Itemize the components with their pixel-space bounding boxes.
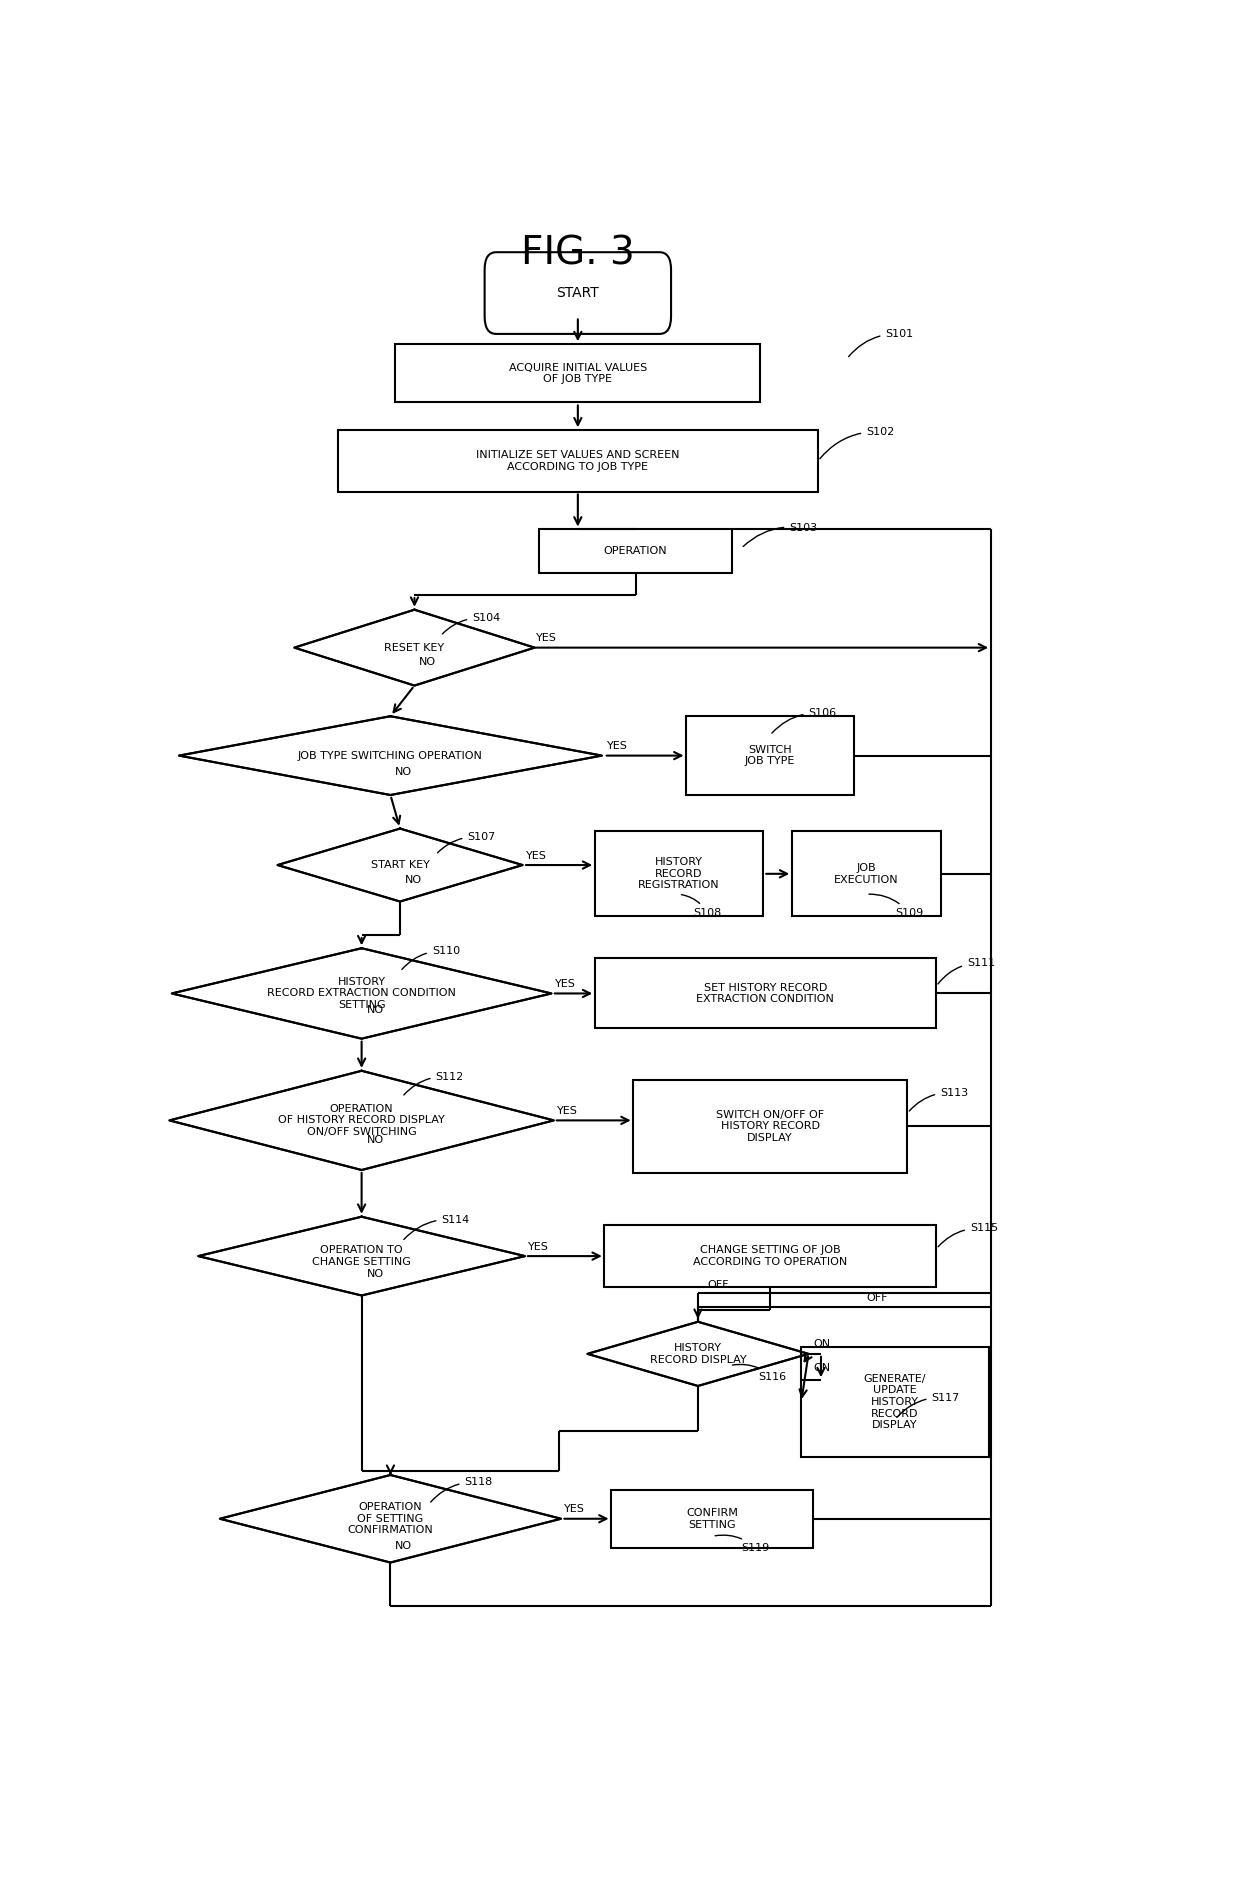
Text: HISTORY
RECORD DISPLAY: HISTORY RECORD DISPLAY [650,1344,746,1364]
Text: OPERATION TO
CHANGE SETTING: OPERATION TO CHANGE SETTING [312,1245,410,1268]
Polygon shape [179,716,601,796]
Polygon shape [198,1217,525,1296]
Text: YES: YES [554,980,575,989]
Text: YES: YES [606,741,627,750]
Text: YES: YES [564,1505,585,1514]
Polygon shape [278,828,522,902]
Text: JOB
EXECUTION: JOB EXECUTION [833,862,899,885]
Text: S116: S116 [733,1364,786,1381]
Polygon shape [588,1323,808,1385]
Text: HISTORY
RECORD
REGISTRATION: HISTORY RECORD REGISTRATION [637,857,719,891]
Text: S102: S102 [820,426,894,459]
Text: S107: S107 [438,832,496,853]
Bar [595,959,936,1029]
Text: GENERATE/
UPDATE
HISTORY
RECORD
DISPLAY: GENERATE/ UPDATE HISTORY RECORD DISPLAY [864,1374,926,1431]
Polygon shape [170,1071,554,1169]
Text: YES: YES [557,1107,578,1116]
Bar [595,832,763,915]
Text: JOB TYPE SWITCHING OPERATION: JOB TYPE SWITCHING OPERATION [298,750,482,760]
Text: S113: S113 [909,1088,968,1110]
Text: OFF: OFF [708,1279,729,1290]
Text: NO: NO [367,1270,383,1279]
Bar [539,529,732,572]
Bar [634,1080,906,1173]
Text: S112: S112 [404,1071,464,1095]
Text: S103: S103 [743,523,817,546]
Bar [686,716,854,796]
Bar [801,1347,988,1457]
Polygon shape [172,948,552,1038]
Text: S114: S114 [404,1215,470,1239]
Text: OPERATION
OF HISTORY RECORD DISPLAY
ON/OFF SWITCHING: OPERATION OF HISTORY RECORD DISPLAY ON/O… [278,1103,445,1137]
Text: S117: S117 [897,1393,960,1417]
Bar [611,1489,813,1548]
Text: NO: NO [367,1006,383,1016]
Text: HISTORY
RECORD EXTRACTION CONDITION
SETTING: HISTORY RECORD EXTRACTION CONDITION SETT… [267,976,456,1010]
Text: SWITCH
JOB TYPE: SWITCH JOB TYPE [745,745,795,766]
Text: S104: S104 [443,614,501,635]
Text: S111: S111 [937,957,996,984]
Text: START KEY: START KEY [371,860,429,870]
Text: YES: YES [528,1241,549,1253]
Text: S109: S109 [869,894,924,917]
Text: CONFIRM
SETTING: CONFIRM SETTING [687,1508,738,1529]
Text: INITIALIZE SET VALUES AND SCREEN
ACCORDING TO JOB TYPE: INITIALIZE SET VALUES AND SCREEN ACCORDI… [476,451,680,472]
Text: ON: ON [813,1363,831,1372]
Text: CHANGE SETTING OF JOB
ACCORDING TO OPERATION: CHANGE SETTING OF JOB ACCORDING TO OPERA… [693,1245,847,1268]
Text: RESET KEY: RESET KEY [384,642,444,652]
Text: S118: S118 [430,1478,492,1503]
Text: S110: S110 [402,946,460,970]
Bar [337,430,818,491]
FancyBboxPatch shape [485,252,671,334]
Text: YES: YES [526,851,547,860]
Text: NO: NO [396,767,413,777]
Text: S119: S119 [715,1535,770,1552]
Text: S106: S106 [771,709,837,733]
Text: START: START [557,286,599,299]
Text: NO: NO [367,1135,383,1145]
Text: ON: ON [813,1340,831,1349]
Text: OPERATION: OPERATION [604,546,667,557]
Bar [396,345,760,402]
Text: ACQUIRE INITIAL VALUES
OF JOB TYPE: ACQUIRE INITIAL VALUES OF JOB TYPE [508,362,647,385]
Bar [791,832,941,915]
Polygon shape [219,1474,560,1563]
Text: FIG. 3: FIG. 3 [521,235,635,273]
Text: S108: S108 [682,894,722,917]
Text: NO: NO [396,1541,413,1550]
Text: NO: NO [419,656,436,667]
Text: YES: YES [536,633,557,642]
Bar [604,1226,936,1287]
Text: NO: NO [404,875,422,885]
Text: SWITCH ON/OFF OF
HISTORY RECORD
DISPLAY: SWITCH ON/OFF OF HISTORY RECORD DISPLAY [715,1110,825,1143]
Polygon shape [294,610,534,686]
Text: OPERATION
OF SETTING
CONFIRMATION: OPERATION OF SETTING CONFIRMATION [347,1503,433,1535]
Text: SET HISTORY RECORD
EXTRACTION CONDITION: SET HISTORY RECORD EXTRACTION CONDITION [697,984,835,1004]
Text: OFF: OFF [866,1292,888,1302]
Text: S101: S101 [848,330,914,356]
Text: S115: S115 [939,1224,998,1247]
